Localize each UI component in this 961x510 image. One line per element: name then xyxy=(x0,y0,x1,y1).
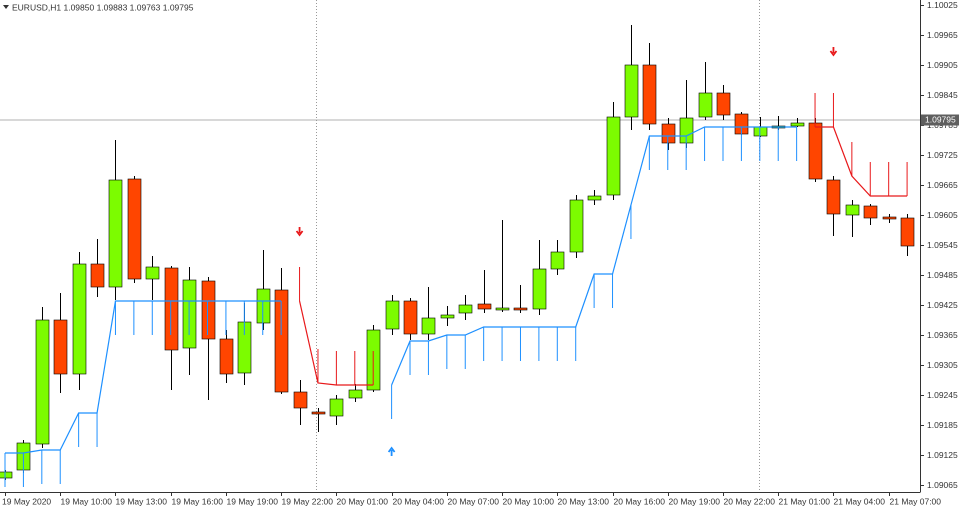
candle-body xyxy=(403,300,418,335)
y-tick-label: 1.09125 xyxy=(927,450,958,460)
candle-body xyxy=(716,92,731,116)
x-tick-label: 20 May 22:00 xyxy=(724,496,776,506)
x-tick-label: 20 May 01:00 xyxy=(337,496,389,506)
candle-body xyxy=(0,471,13,479)
y-tick-label: 1.09725 xyxy=(927,150,958,160)
candle-body xyxy=(219,338,234,375)
signal-arrow xyxy=(387,446,396,456)
x-tick-label: 20 May 07:00 xyxy=(448,496,500,506)
x-tick-label: 21 May 04:00 xyxy=(834,496,886,506)
candle-body xyxy=(642,64,657,125)
candle-body xyxy=(311,411,326,415)
x-tick-label: 19 May 19:00 xyxy=(227,496,279,506)
signal-arrow xyxy=(295,227,304,237)
x-tick-label: 19 May 16:00 xyxy=(172,496,224,506)
y-tick-label: 1.09425 xyxy=(927,300,958,310)
y-tick-label: 1.09485 xyxy=(927,270,958,280)
y-tick-label: 1.09365 xyxy=(927,330,958,340)
y-tick-label: 1.09665 xyxy=(927,180,958,190)
candle-body xyxy=(863,205,878,219)
candle-body xyxy=(495,307,510,311)
candle-body xyxy=(385,300,400,330)
y-tick-label: 1.09305 xyxy=(927,360,958,370)
candle-body xyxy=(201,280,216,340)
candle-body xyxy=(477,303,492,310)
y-tick-label: 1.09845 xyxy=(927,90,958,100)
candle-body xyxy=(53,319,68,375)
stop-line xyxy=(5,300,282,454)
candle-body xyxy=(808,122,823,180)
candle-body xyxy=(532,268,547,310)
candle-body xyxy=(550,251,565,270)
candle-body xyxy=(348,389,363,399)
candle-body xyxy=(826,179,841,215)
candle-body xyxy=(458,304,473,314)
candle-body xyxy=(882,216,897,220)
candle-body xyxy=(164,267,179,351)
candle-body xyxy=(274,289,289,393)
candle-body xyxy=(661,123,676,144)
candle-body xyxy=(90,263,105,288)
x-tick-label: 21 May 07:00 xyxy=(890,496,942,506)
candle-body xyxy=(606,116,621,196)
candle-body xyxy=(900,217,915,247)
y-tick-label: 1.10025 xyxy=(927,0,958,10)
x-tick-label: 21 May 01:00 xyxy=(779,496,831,506)
current-price-box xyxy=(921,114,959,126)
candle-body xyxy=(108,179,123,288)
y-tick-label: 1.09545 xyxy=(927,240,958,250)
x-tick-label: 20 May 16:00 xyxy=(614,496,666,506)
stop-line xyxy=(815,126,908,197)
x-tick-label: 20 May 04:00 xyxy=(393,496,445,506)
candle-body xyxy=(421,317,436,335)
x-tick-label: 20 May 19:00 xyxy=(669,496,721,506)
candle-body xyxy=(569,199,584,253)
stop-line xyxy=(298,300,374,386)
candle-body xyxy=(513,307,528,311)
candle-body xyxy=(72,263,87,375)
candle-body xyxy=(256,288,271,324)
x-tick-label: 20 May 10:00 xyxy=(503,496,555,506)
stop-line xyxy=(391,126,797,386)
x-tick-label: 19 May 2020 xyxy=(2,496,51,506)
y-tick-label: 1.09245 xyxy=(927,390,958,400)
candle-body xyxy=(845,204,860,216)
candle-body xyxy=(587,195,602,201)
candle-body xyxy=(624,64,639,118)
x-tick-label: 19 May 10:00 xyxy=(61,496,113,506)
y-tick-label: 1.09965 xyxy=(927,30,958,40)
signal-arrow xyxy=(829,47,838,57)
candle-body xyxy=(329,398,344,417)
candle-body xyxy=(145,266,160,280)
y-tick-label: 1.09065 xyxy=(927,480,958,490)
x-tick-label: 19 May 13:00 xyxy=(116,496,168,506)
chart-header: EURUSD,H1 1.09850 1.09883 1.09763 1.0979… xyxy=(12,2,194,12)
candle-body xyxy=(698,92,713,118)
candle-body xyxy=(440,314,455,319)
candle-body xyxy=(753,126,768,137)
candle-body xyxy=(790,122,805,127)
y-tick-label: 1.09185 xyxy=(927,420,958,430)
current-price-label: 1.09795 xyxy=(925,114,956,124)
candle-body xyxy=(35,319,50,445)
menu-triangle xyxy=(3,5,9,9)
y-tick-label: 1.09905 xyxy=(927,60,958,70)
x-tick-label: 20 May 13:00 xyxy=(558,496,610,506)
candle-body xyxy=(127,178,142,280)
y-tick-label: 1.09605 xyxy=(927,210,958,220)
candle-body xyxy=(293,391,308,409)
x-tick-label: 19 May 22:00 xyxy=(282,496,334,506)
